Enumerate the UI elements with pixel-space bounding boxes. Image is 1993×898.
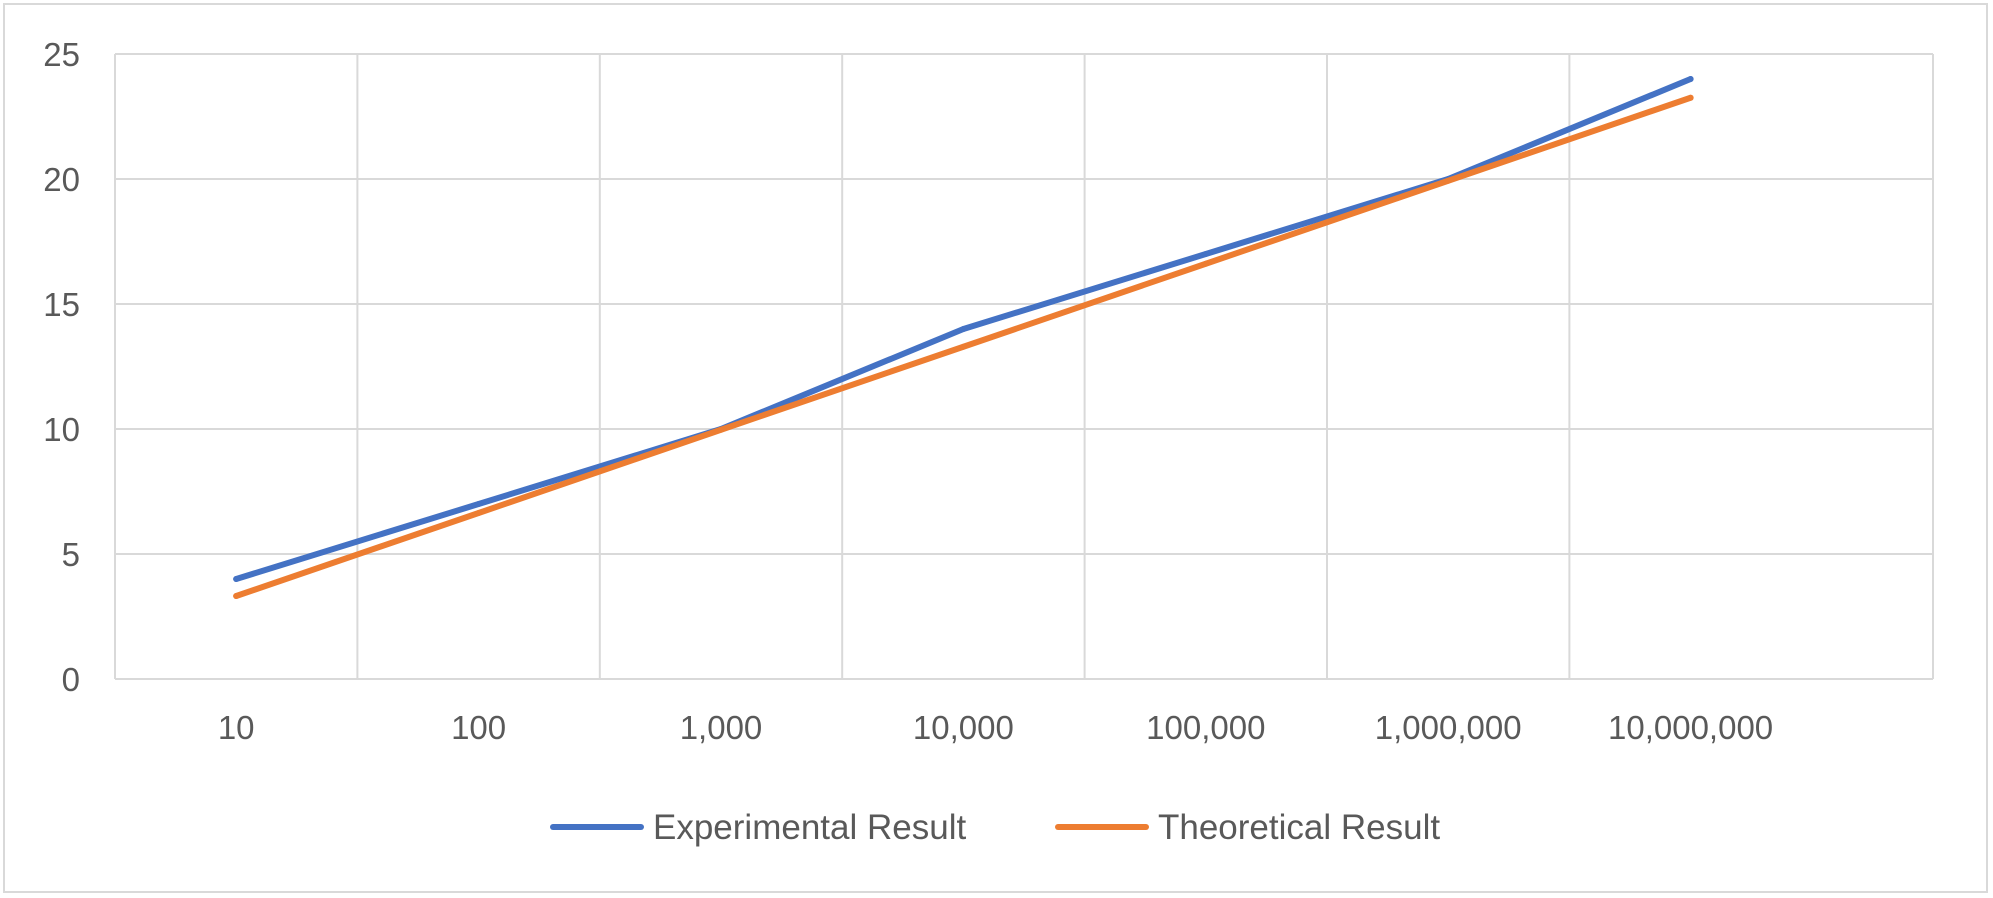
- data-point: [960, 343, 967, 350]
- y-tick-label: 10: [43, 411, 80, 448]
- data-point: [233, 576, 240, 582]
- x-tick-label: 1,000,000: [1375, 709, 1522, 746]
- legend-label: Theoretical Result: [1158, 808, 1440, 847]
- y-tick-label: 5: [62, 536, 80, 573]
- x-tick-label: 10: [218, 709, 255, 746]
- data-point: [1445, 177, 1452, 184]
- data-point: [1202, 251, 1209, 257]
- legend: Experimental Result Theoretical Result: [550, 808, 1440, 847]
- data-point: [475, 510, 482, 516]
- x-tick-label: 10,000: [913, 709, 1014, 746]
- y-tick-label: 20: [43, 161, 80, 198]
- y-axis-tick-labels: 0 5 10 15 20 25: [43, 36, 80, 698]
- y-tick-label: 0: [62, 661, 80, 698]
- x-axis-tick-labels: 10 100 1,000 10,000 100,000 1,000,000 10,000,0…: [218, 709, 1773, 746]
- data-point: [475, 501, 482, 507]
- y-tick-label: 25: [43, 36, 80, 73]
- data-point: [1202, 260, 1209, 267]
- x-tick-label: 100,000: [1146, 709, 1265, 746]
- y-tick-label: 15: [43, 286, 80, 323]
- data-point: [233, 593, 240, 599]
- legend-label: Experimental Result: [653, 808, 966, 847]
- x-tick-label: 10,000,000: [1608, 709, 1773, 746]
- x-tick-label: 100: [451, 709, 506, 746]
- data-point: [960, 326, 967, 332]
- series-lines: [233, 76, 1694, 599]
- chart-frame: 0 5 10 15 20 25 10 100 1,000 10,000 100,000 1,000,…: [3, 3, 1988, 893]
- data-point: [718, 426, 724, 433]
- data-point: [1687, 94, 1694, 101]
- x-tick-label: 1,000: [680, 709, 763, 746]
- line-chart: 0 5 10 15 20 25 10 100 1,000 10,000 100,000 1,000,…: [43, 36, 1934, 847]
- gridlines: [114, 53, 1934, 680]
- data-point: [1687, 76, 1694, 82]
